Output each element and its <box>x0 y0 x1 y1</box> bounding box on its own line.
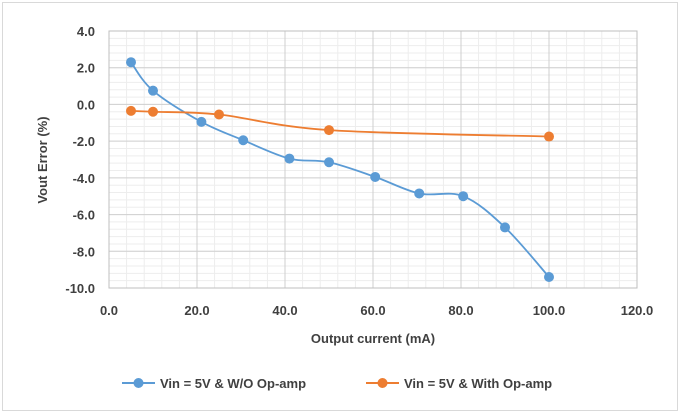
series-lines <box>130 61 550 278</box>
x-tick-label: 100.0 <box>533 303 566 318</box>
series-2-point-2[interactable] <box>148 106 158 117</box>
series-1-point-11[interactable] <box>544 271 554 282</box>
x-tick-label: 40.0 <box>272 303 297 318</box>
series-1-point-2[interactable] <box>148 85 158 96</box>
legend-item-series-1[interactable]: Vin = 5V & W/O Op-amp <box>122 376 306 391</box>
series-2-point-5[interactable] <box>544 131 554 142</box>
y-tick-label: -4.0 <box>73 171 95 186</box>
series-1-point-5[interactable] <box>284 153 295 164</box>
series-1-point-6[interactable] <box>324 157 334 168</box>
legend-label-series-1: Vin = 5V & W/O Op-amp <box>160 376 306 391</box>
x-tick-label: 20.0 <box>184 303 209 318</box>
series-line-2 <box>130 109 550 138</box>
x-tick-label: 120.0 <box>621 303 654 318</box>
legend: Vin = 5V & W/O Op-amp Vin = 5V & With Op… <box>122 376 552 391</box>
series-1-point-3[interactable] <box>196 116 207 127</box>
x-tick-label: 80.0 <box>448 303 473 318</box>
x-axis-tick-labels: 0.0 20.0 40.0 60.0 80.0 100.0 120.0 <box>100 303 653 318</box>
y-tick-label: 2.0 <box>77 61 95 76</box>
y-axis-tick-labels: 4.0 2.0 0.0 -2.0 -4.0 -6.0 -8.0 -10.0 <box>65 24 95 296</box>
series-1-point-8[interactable] <box>414 188 425 199</box>
x-tick-label: 0.0 <box>100 303 118 318</box>
plot-area <box>108 30 638 289</box>
series-1-point-4[interactable] <box>238 135 249 146</box>
legend-label-series-2: Vin = 5V & With Op-amp <box>404 376 552 391</box>
series-2-point-1[interactable] <box>126 105 136 116</box>
legend-item-series-2[interactable]: Vin = 5V & With Op-amp <box>366 376 552 391</box>
y-tick-label: -10.0 <box>65 281 95 296</box>
series-1-point-7[interactable] <box>370 171 381 182</box>
y-tick-label: 4.0 <box>77 24 95 39</box>
y-tick-label: 0.0 <box>77 97 95 112</box>
series-points <box>126 57 554 282</box>
legend-marker-series-1 <box>133 378 144 388</box>
chart-frame <box>2 2 678 411</box>
x-axis-title: Output current (mA) <box>311 331 435 346</box>
legend-marker-series-2 <box>377 378 388 388</box>
y-tick-label: -6.0 <box>73 208 95 223</box>
major-gridlines <box>108 30 638 289</box>
series-2-point-3[interactable] <box>214 109 224 120</box>
y-tick-label: -8.0 <box>73 244 95 259</box>
series-2-point-4[interactable] <box>324 125 334 136</box>
series-1-point-1[interactable] <box>126 57 136 68</box>
series-1-point-10[interactable] <box>500 222 510 233</box>
x-tick-label: 60.0 <box>360 303 385 318</box>
y-tick-label: -2.0 <box>73 134 95 149</box>
plot-border <box>108 30 638 289</box>
series-1-point-9[interactable] <box>458 191 469 202</box>
y-axis-title: Vout Error (%) <box>35 116 50 203</box>
series-line-1 <box>130 61 550 278</box>
